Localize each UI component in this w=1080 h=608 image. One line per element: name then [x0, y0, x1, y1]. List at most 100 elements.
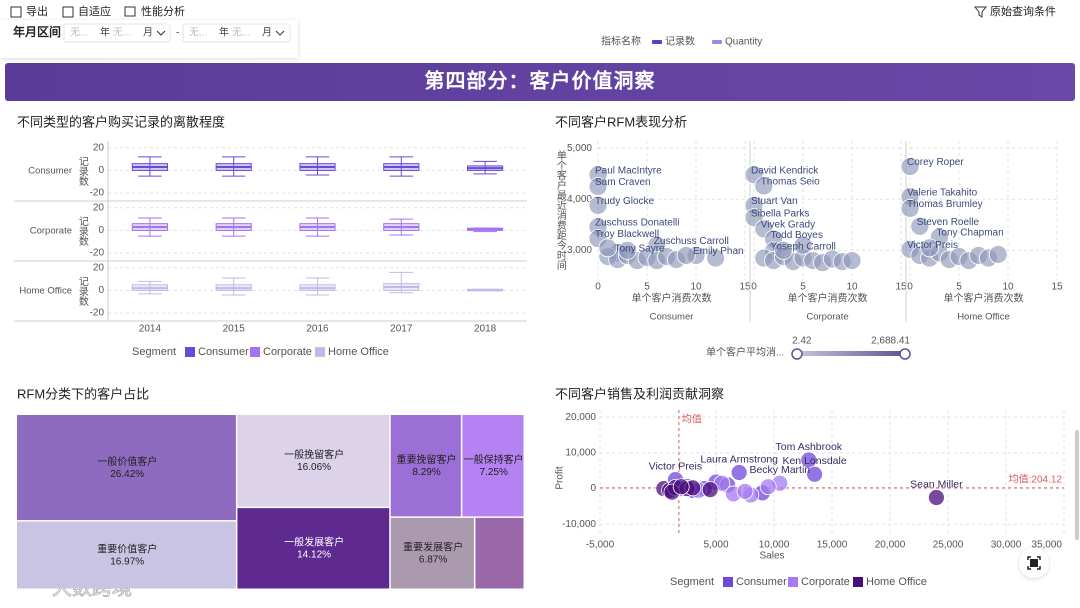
mean-label: 均值 [682, 413, 702, 426]
performance-button[interactable]: 性能分析 [141, 4, 185, 18]
start-input[interactable] [63, 23, 171, 43]
x-tick-label: 35,000 [1031, 540, 1062, 551]
legend-swatch [185, 347, 195, 357]
cell-label: 重要价值客户 [97, 542, 157, 555]
y-tick-label: 20 [93, 142, 105, 153]
y-tick-label: 0 [98, 285, 104, 296]
point [588, 177, 608, 196]
point [900, 199, 920, 218]
y-tick-label: -20 [90, 188, 105, 199]
chart-title: 不同类型的客户购买记录的离散程度 [17, 114, 225, 129]
chart-title: 不同客户销售及利润贡献洞察 [555, 386, 724, 401]
chevron[interactable] [275, 30, 285, 36]
y-tick-label: 0 [590, 483, 596, 494]
cell-value: 26.42% [110, 469, 144, 480]
x-tick-label: 15 [739, 282, 751, 293]
point-label: Vivek Grady [761, 220, 815, 231]
end-input[interactable] [182, 23, 291, 43]
adaptive-icon[interactable] [62, 6, 74, 18]
point-label: Steven Roelle [917, 217, 980, 228]
treemap-cell [462, 415, 524, 517]
cell-label: 重要挽留客户 [397, 453, 457, 466]
export-icon[interactable] [10, 6, 22, 18]
treemap-cell [17, 415, 236, 521]
x-tick-label: 5 [956, 282, 962, 293]
x-tick-label: 15 [895, 282, 907, 293]
cell-label: 重要发展客户 [403, 541, 463, 554]
slider-handle[interactable] [791, 348, 803, 360]
facet-label: Consumer [28, 166, 72, 177]
fullscreen-icon [1027, 556, 1041, 570]
chart-title: RFM分类下的客户占比 [17, 386, 149, 401]
x-axis-label: 单个客户消费次数 [944, 292, 1024, 305]
slider-max: 2,688.41 [871, 336, 910, 347]
x-tick-label: 0 [907, 282, 913, 293]
cell-value: 16.97% [110, 556, 144, 567]
month-label: 月 [262, 27, 272, 39]
cell-label: 一般保持客户 [464, 453, 524, 466]
x-tick-label: 5,000 [703, 540, 728, 551]
point [618, 240, 637, 260]
x-axis-label: 单个客户消费次数 [788, 292, 868, 305]
point [793, 235, 813, 255]
x-tick-label: -5,000 [586, 540, 615, 551]
treemap-cell [237, 508, 390, 589]
y-tick-label: 3,000 [567, 245, 592, 256]
legend-swatch [723, 577, 733, 587]
scrollbar[interactable] [1075, 430, 1079, 540]
point-label: Tony Chapman [936, 228, 1003, 239]
cell-label: 一般挽留客户 [284, 448, 344, 461]
legend-title: Segment [670, 576, 714, 588]
legend-label: 记录数 [665, 35, 695, 48]
point [800, 451, 818, 469]
x-tick-label: 25,000 [933, 540, 964, 551]
x-tick-label: 0 [751, 282, 757, 293]
point [842, 251, 862, 270]
query-button[interactable]: 原始查询条件 [990, 4, 1056, 18]
point [900, 157, 920, 176]
point [774, 240, 793, 260]
filter-icon[interactable] [973, 6, 988, 18]
placeholder: 无... [232, 28, 250, 39]
chart-title: 不同客户RFM表现分析 [555, 114, 687, 129]
treemap-cell [390, 415, 461, 517]
point-label: Corey Roper [907, 157, 964, 168]
separator: - [176, 28, 179, 39]
point [706, 248, 725, 268]
adaptive-button[interactable]: 自适应 [78, 4, 111, 18]
slider-handle[interactable] [899, 348, 911, 360]
point [910, 216, 930, 236]
slider-track [797, 351, 905, 356]
legend-swatch [250, 347, 260, 357]
point-label: Tony Sayre [615, 244, 665, 255]
point-label: Emily Phan [693, 246, 744, 257]
legend-swatch [788, 577, 798, 587]
performance-icon[interactable] [124, 6, 136, 17]
treemap-cell [17, 521, 236, 589]
facet-label: Home Office [957, 312, 1010, 323]
y-tick-label: 5,000 [567, 143, 592, 154]
legend-label: Corporate [263, 346, 312, 358]
fullscreen-icon [1030, 559, 1038, 567]
x-tick-label: 15,000 [817, 540, 848, 551]
cell-value: 14.12% [297, 550, 331, 561]
x-tick-label: 0 [595, 282, 601, 293]
cell-value: 7.25% [480, 467, 508, 478]
legend-swatch [652, 40, 662, 44]
mean-label: 均值:204.12 [1009, 472, 1063, 485]
point-label: Troy Blackwell [595, 229, 659, 240]
chevron[interactable] [156, 30, 166, 36]
banner [5, 63, 1075, 101]
export-button[interactable]: 导出 [26, 4, 48, 18]
legend-title: Segment [132, 346, 176, 358]
x-tick-label: 2018 [474, 324, 497, 335]
point [806, 465, 823, 483]
y-tick-label: 10,000 [565, 447, 596, 458]
x-tick-label: 30,000 [991, 540, 1022, 551]
point-label: Ken Lonsdale [782, 455, 846, 467]
point-label: Stuart Van [751, 196, 798, 207]
point-label: Paul MacIntyre [595, 165, 662, 176]
point-label: Sam Craven [595, 177, 651, 188]
